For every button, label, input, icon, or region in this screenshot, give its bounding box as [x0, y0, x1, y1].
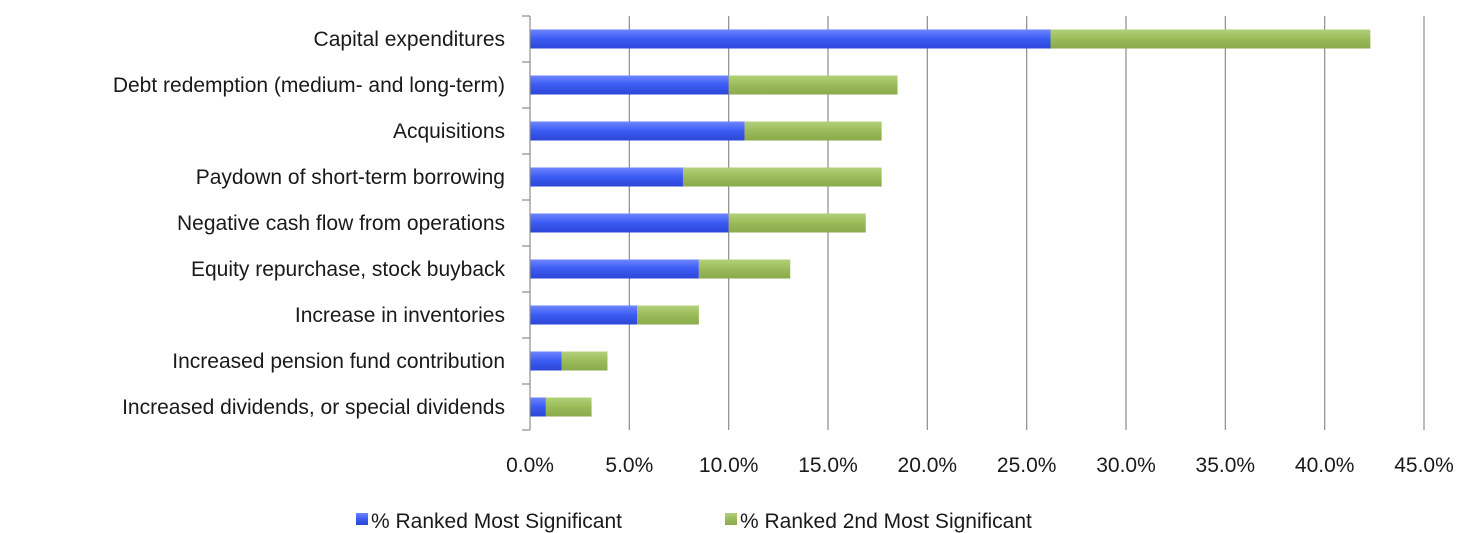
bar-2nd-most-significant: [744, 121, 882, 141]
category-label: Negative cash flow from operations: [177, 212, 505, 235]
y-axis: [522, 15, 531, 431]
x-tick-labels: 0.0% 5.0% 10.0% 15.0% 20.0% 25.0% 30.0% 35.0% 40…: [506, 454, 1454, 477]
x-tick-label: 35.0%: [1196, 454, 1256, 477]
category-label: Increase in inventories: [295, 304, 505, 327]
x-tick-label: 0.0%: [506, 454, 554, 477]
bar-most-significant: [530, 397, 546, 417]
category-label: Equity repurchase, stock buyback: [191, 258, 505, 281]
legend: % Ranked Most Significant % Ranked 2nd Mo…: [356, 510, 1032, 533]
bar-2nd-most-significant: [698, 259, 791, 279]
category-label: Paydown of short-term borrowing: [196, 166, 505, 189]
x-tick-label: 10.0%: [699, 454, 759, 477]
legend-label-2nd-most-significant: % Ranked 2nd Most Significant: [740, 510, 1032, 533]
legend-swatch-2nd-most-significant: [725, 513, 737, 525]
x-tick-label: 30.0%: [1096, 454, 1156, 477]
bar-most-significant: [530, 259, 699, 279]
bar-2nd-most-significant: [1050, 29, 1371, 49]
bar-most-significant: [530, 167, 683, 187]
bar-most-significant: [530, 29, 1051, 49]
category-label: Capital expenditures: [314, 28, 505, 51]
category-label: Increased dividends, or special dividend…: [122, 396, 505, 419]
category-labels: Capital expenditures Debt redemption (med…: [113, 28, 506, 419]
bar-most-significant: [530, 75, 729, 95]
x-tick-label: 15.0%: [798, 454, 858, 477]
legend-swatch-most-significant: [356, 513, 368, 525]
bar-2nd-most-significant: [728, 75, 898, 95]
x-tick-label: 5.0%: [605, 454, 653, 477]
category-label: Increased pension fund contribution: [172, 350, 505, 373]
legend-label-most-significant: % Ranked Most Significant: [371, 510, 622, 533]
bar-2nd-most-significant: [682, 167, 882, 187]
x-tick-label: 45.0%: [1394, 454, 1454, 477]
bar-most-significant: [530, 305, 638, 325]
category-label: Acquisitions: [393, 120, 505, 143]
bar-2nd-most-significant: [561, 351, 608, 371]
x-tick-label: 25.0%: [997, 454, 1057, 477]
bar-2nd-most-significant: [728, 213, 866, 233]
bar-most-significant: [530, 121, 745, 141]
x-tick-label: 20.0%: [898, 454, 958, 477]
bars-group: [530, 29, 1371, 417]
bar-2nd-most-significant: [545, 397, 592, 417]
category-label: Debt redemption (medium- and long-term): [113, 74, 505, 97]
bar-most-significant: [530, 351, 562, 371]
bar-2nd-most-significant: [637, 305, 699, 325]
x-tick-label: 40.0%: [1295, 454, 1355, 477]
bar-most-significant: [530, 213, 729, 233]
